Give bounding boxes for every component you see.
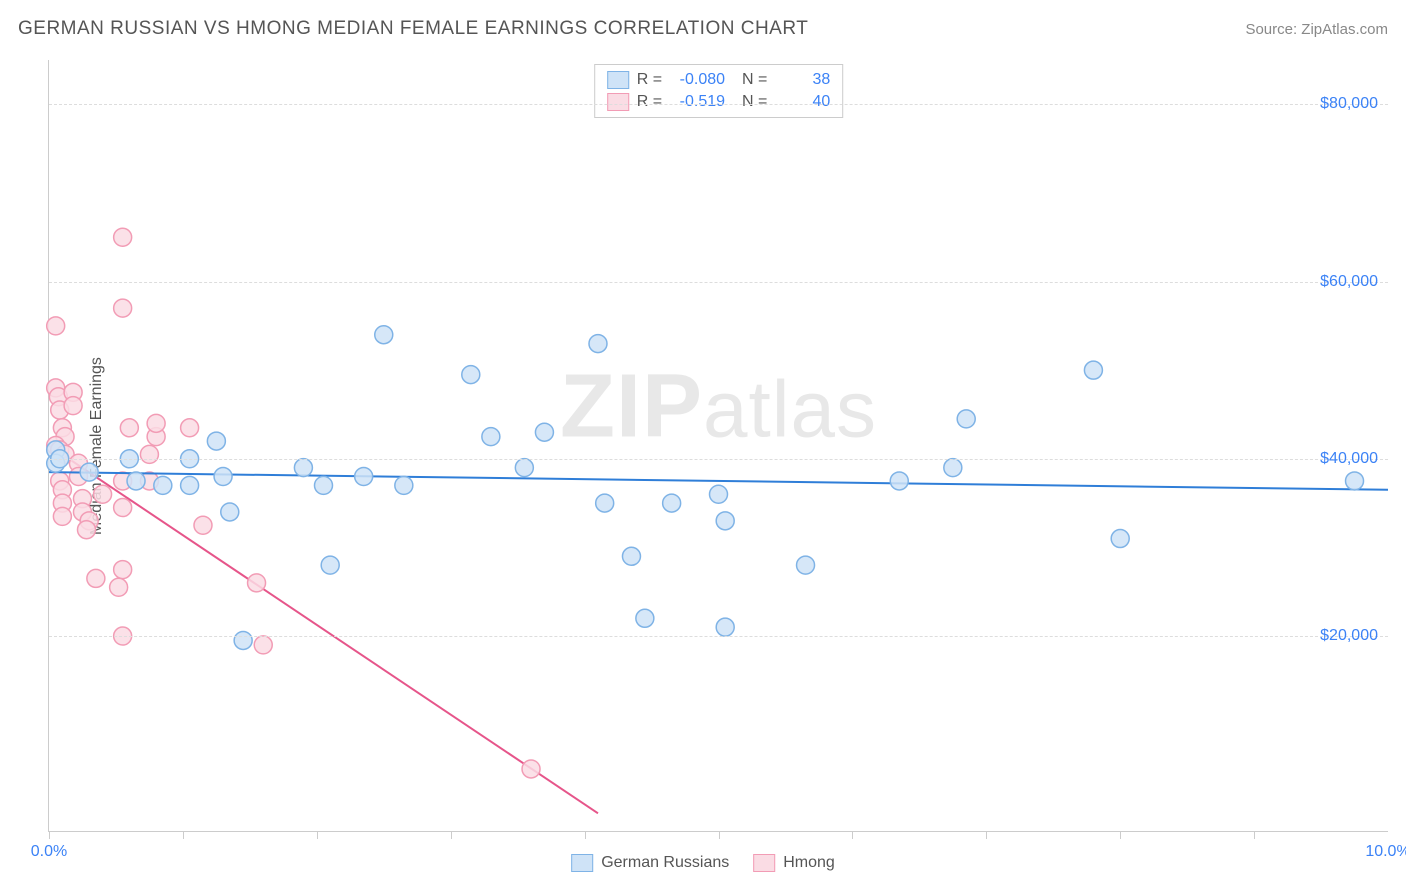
x-tick xyxy=(986,831,987,839)
y-tick-label: $60,000 xyxy=(1320,273,1378,291)
chart-title: GERMAN RUSSIAN VS HMONG MEDIAN FEMALE EA… xyxy=(18,18,808,40)
data-point xyxy=(622,547,640,565)
data-point xyxy=(535,423,553,441)
data-point xyxy=(248,574,266,592)
series-legend: German Russians Hmong xyxy=(571,854,835,872)
data-point xyxy=(254,636,272,654)
legend-item-hmong: Hmong xyxy=(753,854,835,872)
data-point xyxy=(77,521,95,539)
n-label-1: N = xyxy=(733,93,767,111)
correlation-legend: R = -0.080 N = 38 R = -0.519 N = 40 xyxy=(594,64,844,118)
data-point xyxy=(221,503,239,521)
gridline-h xyxy=(49,282,1388,283)
gridline-h xyxy=(49,636,1388,637)
data-point xyxy=(375,326,393,344)
data-point xyxy=(114,561,132,579)
data-point xyxy=(114,299,132,317)
n-value-1: 40 xyxy=(775,93,830,111)
data-point xyxy=(140,445,158,463)
data-point xyxy=(94,485,112,503)
trend-line-hmong xyxy=(49,446,598,814)
data-point xyxy=(181,419,199,437)
x-tick xyxy=(49,831,50,839)
gridline-h xyxy=(49,104,1388,105)
data-point xyxy=(80,463,98,481)
data-point xyxy=(482,428,500,446)
x-tick xyxy=(852,831,853,839)
legend-label-hmong: Hmong xyxy=(783,854,835,872)
x-tick xyxy=(451,831,452,839)
x-tick-label-left: 0.0% xyxy=(31,843,67,861)
legend-swatch-hmong xyxy=(753,854,775,872)
x-tick xyxy=(719,831,720,839)
legend-label-german: German Russians xyxy=(601,854,729,872)
x-tick xyxy=(1120,831,1121,839)
x-tick xyxy=(585,831,586,839)
data-point xyxy=(395,476,413,494)
r-label-1: R = xyxy=(637,93,662,111)
data-point xyxy=(64,397,82,415)
x-tick xyxy=(183,831,184,839)
data-point xyxy=(515,459,533,477)
n-value-0: 38 xyxy=(775,71,830,89)
data-point xyxy=(154,476,172,494)
data-point xyxy=(596,494,614,512)
data-point xyxy=(87,569,105,587)
data-point xyxy=(636,609,654,627)
gridline-h xyxy=(49,459,1388,460)
data-point xyxy=(53,507,71,525)
data-point xyxy=(1111,530,1129,548)
y-tick-label: $40,000 xyxy=(1320,450,1378,468)
data-point xyxy=(207,432,225,450)
data-point xyxy=(294,459,312,477)
data-point xyxy=(114,499,132,517)
n-label-0: N = xyxy=(733,71,767,89)
data-point xyxy=(462,366,480,384)
data-point xyxy=(194,516,212,534)
plot-area: ZIPatlas R = -0.080 N = 38 R = -0.519 N … xyxy=(48,60,1388,832)
legend-swatch-german xyxy=(571,854,593,872)
data-point xyxy=(114,228,132,246)
data-point xyxy=(522,760,540,778)
data-point xyxy=(589,335,607,353)
data-point xyxy=(1084,361,1102,379)
data-point xyxy=(710,485,728,503)
data-point xyxy=(716,512,734,530)
y-tick-label: $20,000 xyxy=(1320,627,1378,645)
data-point xyxy=(181,476,199,494)
data-point xyxy=(214,468,232,486)
data-point xyxy=(147,414,165,432)
swatch-hmong xyxy=(607,93,629,111)
r-value-0: -0.080 xyxy=(670,71,725,89)
data-point xyxy=(944,459,962,477)
data-point xyxy=(957,410,975,428)
data-point xyxy=(797,556,815,574)
corr-row-hmong: R = -0.519 N = 40 xyxy=(607,91,831,113)
data-point xyxy=(1346,472,1364,490)
source-label: Source: ZipAtlas.com xyxy=(1245,21,1388,38)
swatch-german xyxy=(607,71,629,89)
legend-item-german: German Russians xyxy=(571,854,729,872)
data-point xyxy=(314,476,332,494)
x-tick-label-right: 10.0% xyxy=(1365,843,1406,861)
data-point xyxy=(120,419,138,437)
r-label-0: R = xyxy=(637,71,662,89)
data-point xyxy=(890,472,908,490)
data-point xyxy=(663,494,681,512)
data-point xyxy=(716,618,734,636)
x-tick xyxy=(317,831,318,839)
data-point xyxy=(110,578,128,596)
corr-row-german: R = -0.080 N = 38 xyxy=(607,69,831,91)
data-point xyxy=(355,468,373,486)
data-point xyxy=(47,317,65,335)
y-tick-label: $80,000 xyxy=(1320,95,1378,113)
r-value-1: -0.519 xyxy=(670,93,725,111)
data-point xyxy=(321,556,339,574)
chart-svg xyxy=(49,60,1388,831)
x-tick xyxy=(1254,831,1255,839)
data-point xyxy=(234,631,252,649)
data-point xyxy=(127,472,145,490)
